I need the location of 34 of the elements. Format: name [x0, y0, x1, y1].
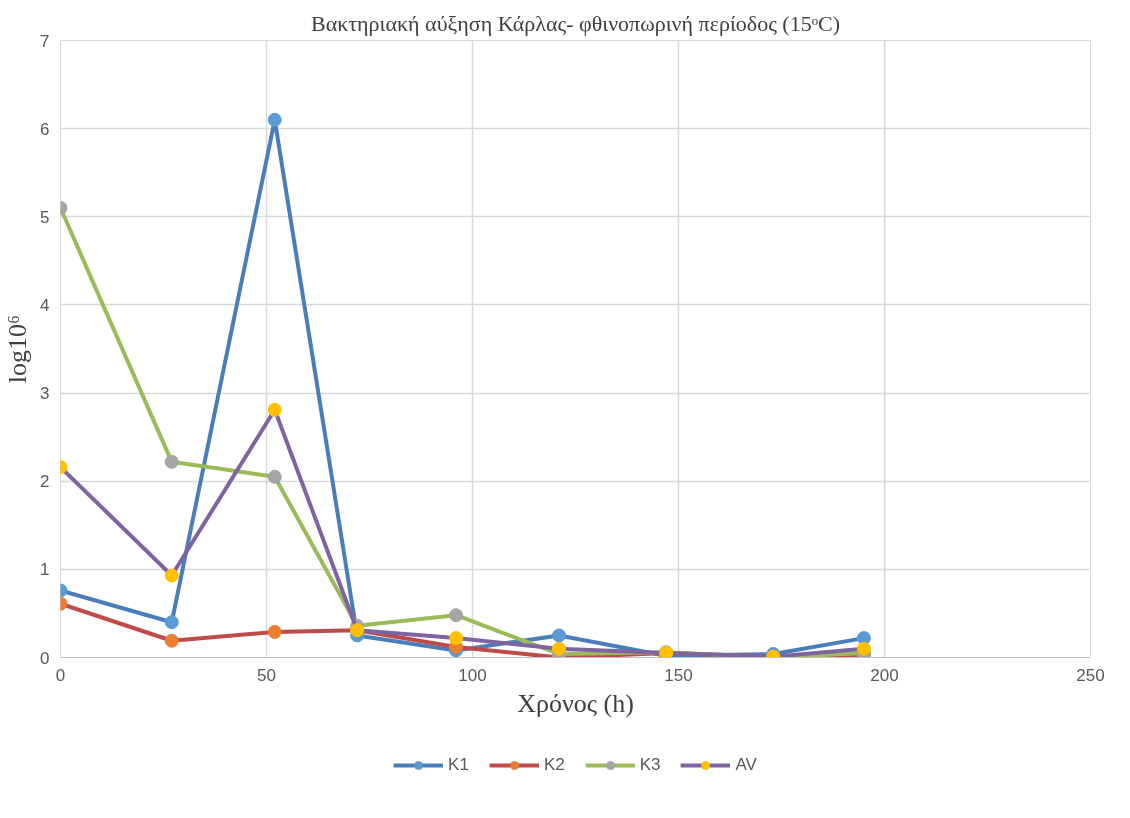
point: [267, 402, 282, 417]
legend-label: K2: [543, 755, 565, 775]
point: [267, 112, 282, 127]
legend-label: AV: [735, 755, 757, 775]
point: [267, 469, 282, 484]
point: [267, 624, 282, 639]
point: [552, 628, 567, 643]
point: [164, 633, 179, 648]
y-tick-label: 4: [40, 295, 50, 315]
x-tick-label: 100: [458, 665, 487, 685]
point: [449, 631, 464, 646]
point: [552, 641, 567, 656]
x-tick-label: 50: [257, 665, 276, 685]
point: [164, 615, 179, 630]
chart-title: Βακτηριακή αύξηση Κάρλας- φθινοπωρινή περίοδος (15ᵒC): [310, 10, 841, 36]
y-tick-label: 5: [40, 207, 50, 227]
x-tick-label: 200: [870, 665, 899, 685]
x-tick-label: 150: [664, 665, 693, 685]
y-axis-title: log10⁶: [3, 314, 33, 384]
y-tick-label: 2: [40, 472, 50, 492]
x-tick-label: 0: [55, 665, 66, 685]
point: [164, 568, 179, 583]
x-axis-title: Χρόνος (h): [517, 688, 634, 718]
point: [856, 641, 871, 656]
point: [164, 454, 179, 469]
legend-label: K1: [448, 755, 469, 775]
legend-label: K3: [639, 755, 661, 775]
point: [449, 608, 464, 623]
y-tick-label: 0: [40, 648, 50, 668]
x-tick-label: 250: [1076, 665, 1105, 685]
y-tick-label: 7: [40, 31, 50, 51]
y-tick-label: 6: [40, 119, 50, 139]
y-tick-label: 1: [40, 560, 50, 580]
y-tick-label: 3: [40, 384, 50, 404]
